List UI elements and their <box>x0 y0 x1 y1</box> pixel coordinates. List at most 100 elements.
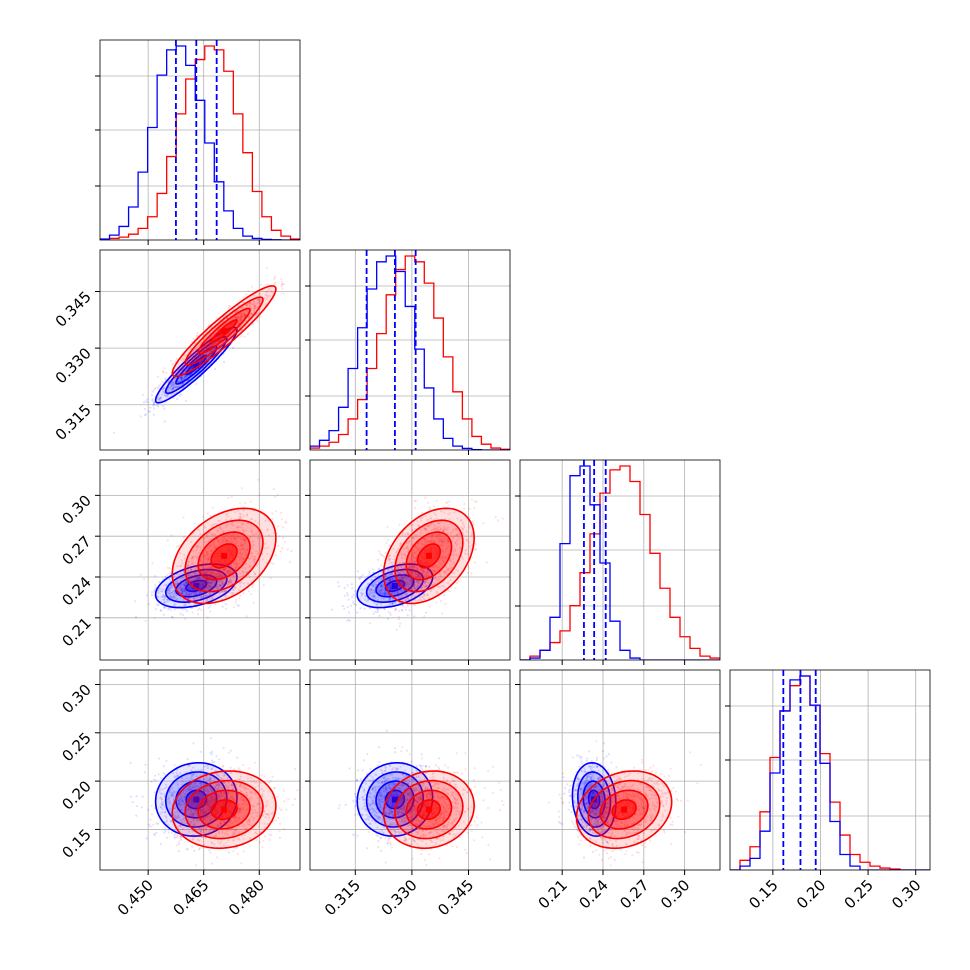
scatter-point <box>230 523 233 526</box>
scatter-point <box>371 594 374 598</box>
x-tick-label: 0.15 <box>745 876 781 912</box>
scatter-point <box>193 570 196 573</box>
scatter-point <box>455 528 458 531</box>
scatter-point <box>390 573 393 576</box>
scatter-point <box>389 613 392 616</box>
scatter-point <box>219 584 222 587</box>
scatter-point <box>200 346 204 349</box>
scatter-point <box>443 571 446 574</box>
scatter-point <box>383 593 386 596</box>
scatter-point <box>456 517 459 520</box>
scatter-point <box>407 566 410 569</box>
scatter-point <box>411 573 414 577</box>
scatter-point <box>176 397 179 401</box>
scatter-point <box>172 381 175 384</box>
scatter-point <box>446 541 449 544</box>
scatter-point <box>234 816 237 819</box>
scatter-point <box>361 588 364 591</box>
scatter-point <box>458 533 461 536</box>
scatter-point <box>260 315 263 318</box>
scatter-point <box>199 584 202 587</box>
scatter-point <box>173 608 176 611</box>
scatter-point <box>442 559 445 563</box>
scatter-point <box>438 572 441 575</box>
scatter-point <box>184 617 187 621</box>
scatter-point <box>403 568 406 571</box>
scatter-point <box>253 310 256 313</box>
scatter-point <box>211 506 214 509</box>
scatter-point <box>423 528 426 531</box>
scatter-point <box>191 845 194 848</box>
scatter-point <box>217 340 220 343</box>
scatter-point <box>248 565 251 568</box>
scatter-point <box>343 594 346 597</box>
scatter-point <box>194 568 197 571</box>
scatter-point <box>389 587 392 590</box>
scatter-point <box>443 527 446 530</box>
scatter-point <box>377 558 380 561</box>
scatter-point <box>174 583 177 586</box>
scatter-point <box>380 591 383 594</box>
scatter-point <box>268 294 271 297</box>
scatter-point <box>413 565 416 568</box>
scatter-point <box>442 528 445 531</box>
scatter-point <box>215 316 218 319</box>
scatter-point <box>171 616 174 619</box>
scatter-point <box>194 358 197 361</box>
scatter-point <box>455 543 459 547</box>
scatter-point <box>240 538 243 541</box>
scatter-point <box>232 574 235 578</box>
scatter-point <box>204 816 207 819</box>
scatter-point <box>424 537 427 540</box>
scatter-point <box>441 540 444 543</box>
scatter-point <box>363 598 367 601</box>
scatter-point <box>454 568 457 571</box>
scatter-point <box>179 577 182 580</box>
scatter-point <box>467 566 470 569</box>
scatter-point <box>237 316 240 319</box>
scatter-point <box>177 387 180 390</box>
density-peak <box>425 552 432 559</box>
scatter-point <box>227 791 230 794</box>
scatter-point <box>368 622 371 625</box>
scatter-point <box>414 573 417 576</box>
scatter-point <box>207 574 210 577</box>
scatter-point <box>242 558 245 561</box>
scatter-point <box>412 566 415 569</box>
scatter-point <box>374 596 377 599</box>
scatter-point <box>407 533 410 536</box>
scatter-point <box>173 837 176 840</box>
scatter-point <box>249 312 252 315</box>
scatter-point <box>409 578 412 581</box>
scatter-point <box>234 586 237 589</box>
scatter-point <box>239 316 242 319</box>
scatter-point <box>385 591 388 594</box>
scatter-point <box>347 598 350 601</box>
scatter-point <box>380 578 383 581</box>
y-tick-label: 0.345 <box>52 288 95 331</box>
scatter-point <box>236 577 239 580</box>
scatter-point <box>223 567 226 570</box>
scatter-panel-2-0: 0.210.240.270.30 <box>58 459 301 665</box>
scatter-point <box>266 528 269 531</box>
scatter-point <box>208 573 211 576</box>
scatter-point <box>249 313 253 316</box>
scatter-point <box>370 592 373 595</box>
scatter-point <box>428 508 432 511</box>
scatter-point <box>419 596 422 599</box>
scatter-point <box>200 569 203 572</box>
scatter-point <box>447 540 450 543</box>
scatter-point <box>177 544 180 547</box>
contour-line <box>394 519 464 593</box>
scatter-point <box>435 517 438 520</box>
scatter-point <box>250 517 253 521</box>
scatter-point <box>252 302 255 305</box>
scatter-point <box>397 618 400 621</box>
scatter-point <box>461 557 464 560</box>
scatter-point <box>398 562 402 565</box>
scatter-point <box>169 595 172 599</box>
scatter-point <box>434 513 437 516</box>
scatter-point <box>280 280 283 283</box>
scatter-point <box>170 377 173 380</box>
scatter-point <box>272 487 275 491</box>
